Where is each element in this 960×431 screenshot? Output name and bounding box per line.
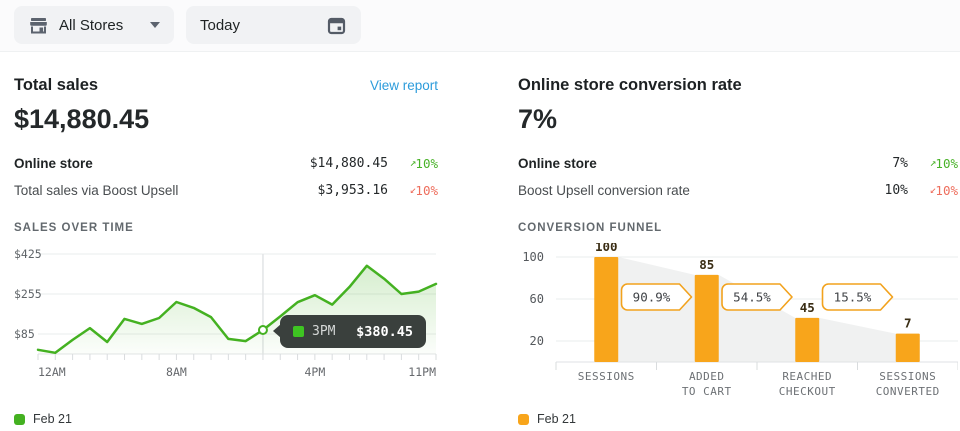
arrow-up-icon: ↗ (929, 156, 937, 169)
svg-text:$85: $85 (14, 327, 35, 341)
svg-text:SESSIONS: SESSIONS (879, 370, 936, 383)
legend-swatch (14, 413, 25, 425)
conversion-panel: Online store conversion rate 7% Online s… (518, 66, 958, 431)
topbar: All Stores Today (0, 0, 960, 52)
svg-text:CHECKOUT: CHECKOUT (779, 385, 836, 398)
total-sales-value: $14,880.45 (14, 104, 150, 134)
arrow-up-icon: ↗ (409, 156, 417, 169)
metric-value: $3,953.16 (317, 183, 388, 198)
svg-text:100: 100 (595, 243, 618, 254)
metric-value: 10% (884, 183, 908, 198)
metric-row-boost-upsell: Boost Upsell conversion rate 10% ↙10% (518, 177, 958, 204)
svg-text:ADDED: ADDED (689, 370, 725, 383)
metric-delta-badge: ↙10% (929, 183, 958, 198)
store-selector-button[interactable]: All Stores (14, 6, 174, 44)
chevron-down-icon (150, 22, 160, 28)
conversion-legend: Feb 21 (518, 412, 576, 426)
tooltip-time-label: 3PM (312, 324, 336, 339)
chart-tooltip: 3PM $380.45 (273, 315, 426, 348)
svg-text:$425: $425 (14, 247, 42, 261)
metric-label: Boost Upsell conversion rate (518, 183, 690, 198)
funnel-bar[interactable] (594, 257, 619, 362)
conversion-rate-value: 7% (518, 104, 558, 134)
svg-text:54.5%: 54.5% (733, 290, 771, 305)
svg-text:90.9%: 90.9% (633, 290, 671, 305)
tooltip-series-swatch (293, 326, 304, 337)
svg-text:CONVERTED: CONVERTED (876, 385, 940, 398)
svg-text:4PM: 4PM (304, 365, 325, 379)
legend-swatch (518, 413, 529, 425)
svg-text:SESSIONS: SESSIONS (578, 370, 635, 383)
metric-row-online-store: Online store $14,880.45 ↗10% (14, 150, 438, 177)
view-report-link[interactable]: View report (369, 78, 438, 93)
metric-label: Online store (14, 156, 93, 171)
svg-text:45: 45 (800, 300, 815, 315)
svg-text:REACHED: REACHED (782, 370, 832, 383)
svg-text:8AM: 8AM (166, 365, 187, 379)
svg-text:15.5%: 15.5% (834, 290, 872, 305)
svg-text:7: 7 (904, 316, 912, 331)
date-selector-button[interactable]: Today (186, 6, 361, 44)
metric-value: $14,880.45 (309, 156, 388, 171)
svg-text:12AM: 12AM (38, 365, 66, 379)
tooltip-value: $380.45 (356, 323, 413, 340)
page-title-total-sales: Total sales (14, 76, 99, 94)
conversion-funnel-svg: 100 60 20 100 SESSIONS 85 ADDED TO CART 45 REACHE… (522, 243, 958, 398)
total-sales-metrics: Online store $14,880.45 ↗10% Total sales… (14, 150, 438, 204)
metric-delta-badge: ↙10% (409, 183, 438, 198)
svg-text:11PM: 11PM (408, 365, 436, 379)
legend-label: Feb 21 (537, 412, 576, 426)
metric-row-boost-upsell: Total sales via Boost Upsell $3,953.16 ↙… (14, 177, 438, 204)
svg-text:60: 60 (530, 292, 544, 306)
conversion-badge (821, 283, 894, 311)
arrow-down-icon: ↙ (929, 183, 937, 196)
conversion-funnel-chart: 100 60 20 100 SESSIONS 85 ADDED TO CART 45 REACHE… (518, 243, 958, 401)
arrow-down-icon: ↙ (409, 183, 417, 196)
sales-line-chart: $425 $255 $85 12AM 8AM 4PM 11PM 3PM $380.45 (14, 246, 438, 386)
conversion-badge (721, 283, 793, 311)
total-sales-header: Total sales View report (14, 76, 438, 95)
conversion-badge (620, 283, 693, 311)
metric-delta-badge: ↗10% (929, 156, 958, 171)
funnel-bar[interactable] (895, 333, 920, 362)
metric-delta-badge: ↗10% (409, 156, 438, 171)
metric-label: Online store (518, 156, 597, 171)
funnel-bar[interactable] (694, 274, 719, 362)
funnel-bar[interactable] (795, 317, 820, 362)
legend-label: Feb 21 (33, 412, 72, 426)
svg-text:TO CART: TO CART (682, 385, 732, 398)
conversion-funnel-title: CONVERSION FUNNEL (518, 222, 663, 234)
total-sales-panel: Total sales View report $14,880.45 Onlin… (14, 66, 438, 431)
store-selector-label: All Stores (59, 16, 124, 34)
page-title-conversion: Online store conversion rate (518, 76, 742, 94)
date-selector-label: Today (200, 16, 241, 34)
svg-text:20: 20 (530, 334, 544, 348)
conversion-metrics: Online store 7% ↗10% Boost Upsell conver… (518, 150, 958, 204)
metric-row-online-store: Online store 7% ↗10% (518, 150, 958, 177)
metric-value: 7% (892, 156, 908, 171)
calendar-icon (327, 17, 346, 34)
sales-over-time-title: SALES OVER TIME (14, 222, 134, 234)
storefront-icon (30, 17, 47, 33)
svg-text:100: 100 (522, 250, 544, 264)
sales-legend: Feb 21 (14, 412, 72, 426)
conversion-header: Online store conversion rate (518, 76, 958, 95)
svg-text:85: 85 (699, 257, 714, 272)
svg-text:$255: $255 (14, 287, 42, 301)
metric-label: Total sales via Boost Upsell (14, 183, 179, 198)
